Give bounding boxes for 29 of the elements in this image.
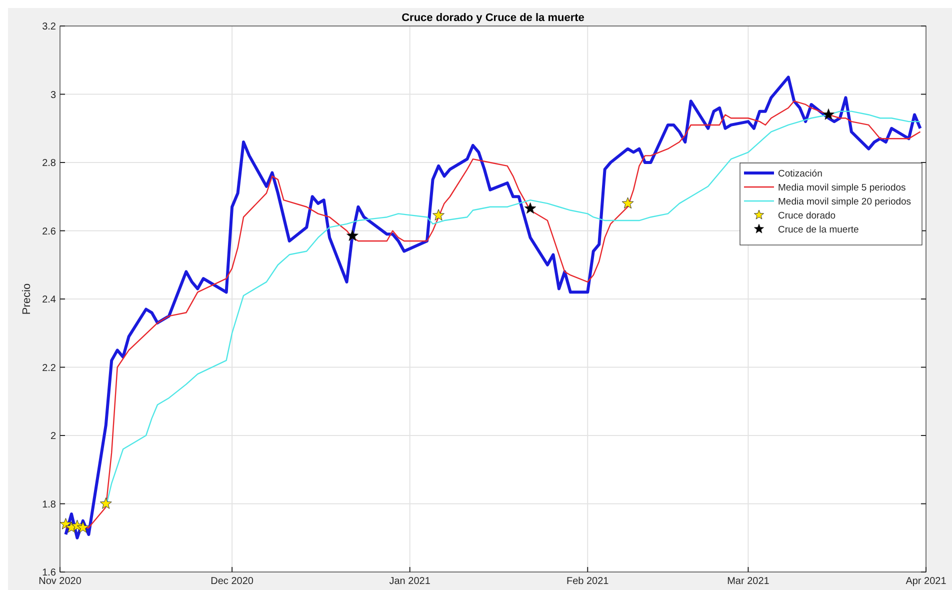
point (822, 108, 834, 120)
x-tick-label: Jan 2021 (389, 576, 431, 587)
y-tick-label: 1.6 (42, 568, 56, 578)
y-tick-label: 2.4 (42, 294, 56, 306)
x-tick-label: Nov 2020 (38, 576, 82, 587)
y-axis-title: Precio (21, 283, 33, 315)
legend-label: Media movil simple 20 periodos (778, 196, 912, 208)
y-tick-label: 2.8 (42, 158, 56, 169)
x-tick-label: Dec 2020 (210, 576, 254, 587)
legend-label: Cruce de la muerte (778, 224, 859, 236)
point (524, 202, 536, 214)
legend-label: Cruce dorado (778, 210, 836, 222)
y-tick-label: 2.6 (42, 226, 56, 238)
legend-label: Cotización (778, 168, 822, 180)
point (100, 498, 112, 509)
y-tick-label: 3.2 (42, 22, 56, 32)
y-tick-label: 2 (50, 431, 56, 442)
x-tick-label: Apr 2021 (906, 576, 947, 587)
y-tick-label: 1.8 (42, 499, 56, 510)
x-tick-label: Mar 2021 (727, 576, 770, 587)
chart-title: Cruce dorado y Cruce de la muerte (402, 12, 584, 24)
point (346, 230, 358, 241)
point (432, 209, 444, 220)
y-tick-label: 2.2 (42, 362, 56, 374)
point (76, 521, 89, 533)
legend-label: Media movil simple 5 periodos (778, 182, 906, 194)
x-tick-label: Feb 2021 (566, 576, 610, 587)
y-tick-label: 3 (50, 90, 56, 101)
point (622, 197, 634, 209)
